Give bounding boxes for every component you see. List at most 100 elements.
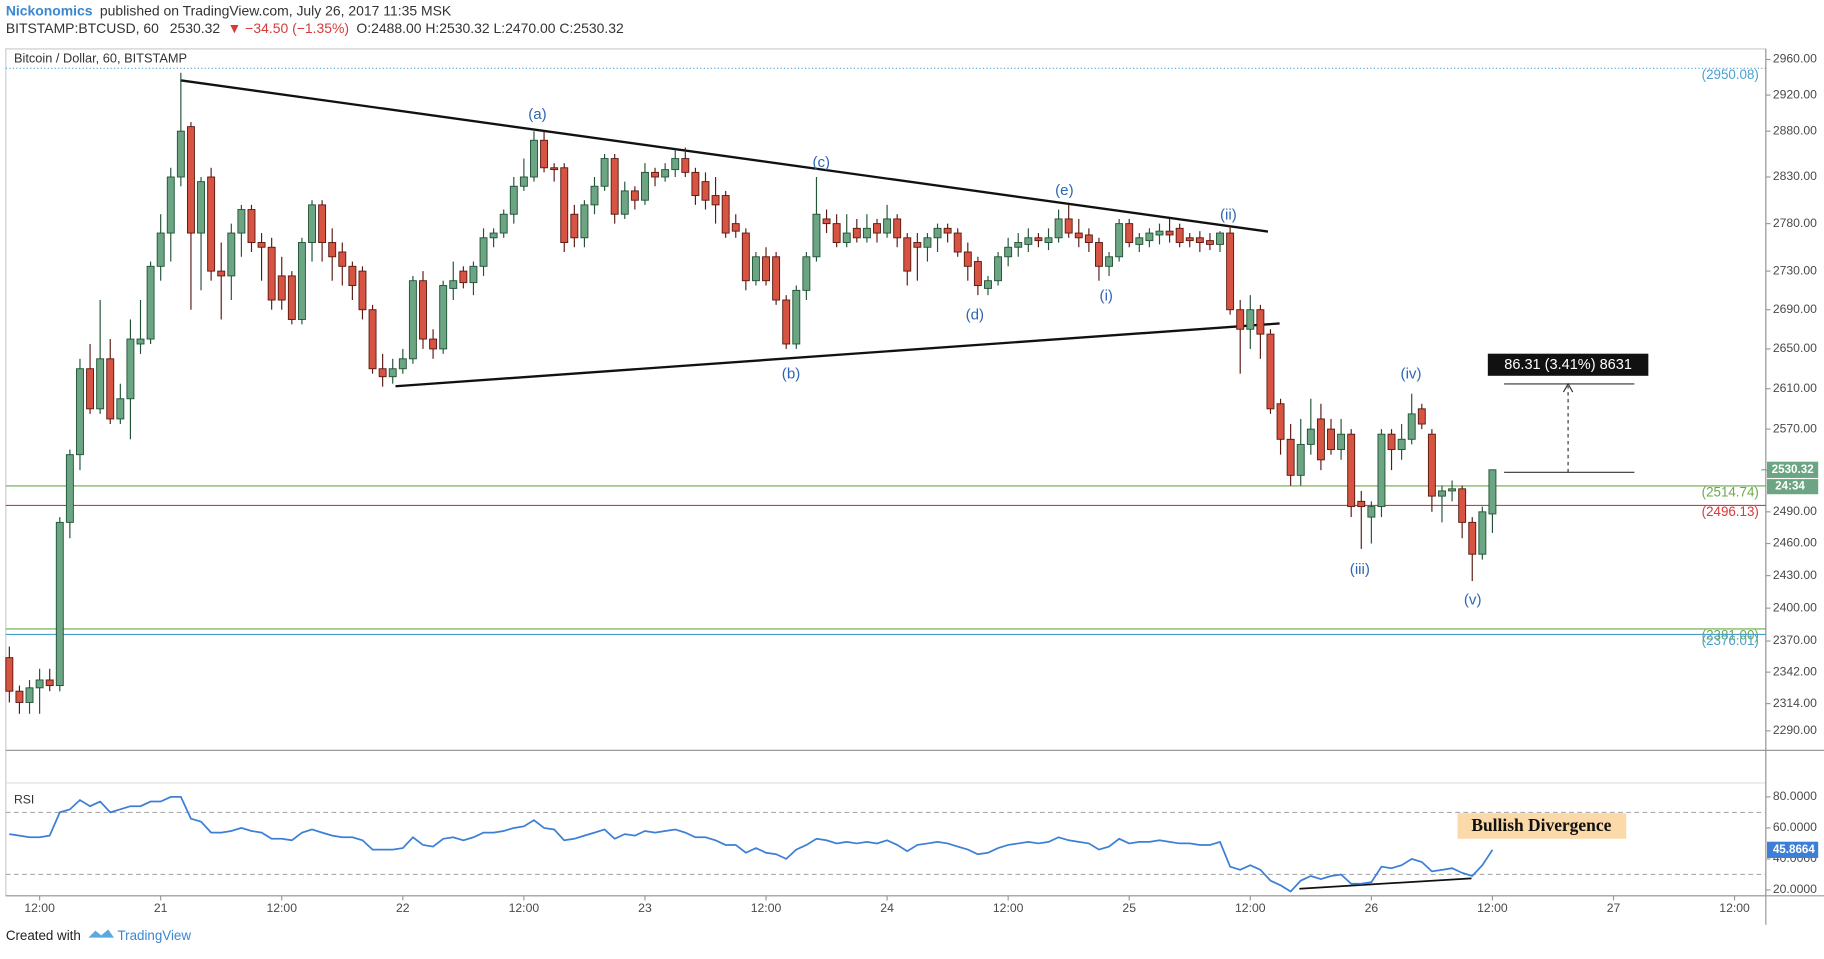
x-tick-label: 26 bbox=[1365, 901, 1379, 915]
candle-body bbox=[1256, 309, 1265, 335]
y-tick-label: 2830.00 bbox=[1773, 169, 1817, 183]
trendline[interactable] bbox=[180, 79, 1269, 233]
candle-body bbox=[1468, 521, 1477, 555]
candle-body bbox=[1397, 438, 1406, 451]
candle-body bbox=[630, 190, 639, 201]
candle-body bbox=[782, 299, 791, 345]
candle-body bbox=[1478, 511, 1487, 555]
y-tick-label: 2400.00 bbox=[1773, 600, 1817, 614]
x-tick-label: 25 bbox=[1122, 901, 1136, 915]
candle-body bbox=[5, 657, 14, 692]
y-tick-label: 2730.00 bbox=[1773, 263, 1817, 277]
x-tick-label: 12:00 bbox=[993, 901, 1024, 915]
wave-label: (e) bbox=[1055, 182, 1073, 199]
candle-body bbox=[721, 195, 730, 234]
candle-body bbox=[1306, 428, 1315, 445]
last-price-box bbox=[1767, 461, 1819, 478]
candle-body bbox=[1226, 232, 1235, 311]
candle-body bbox=[802, 256, 811, 291]
price-level-label: (2514.74) bbox=[1702, 484, 1759, 499]
candle-body bbox=[1327, 428, 1335, 451]
x-tick-label: 12:00 bbox=[266, 901, 297, 915]
candle-body bbox=[1195, 237, 1204, 243]
x-tick-label: 12:00 bbox=[509, 901, 540, 915]
candle-body bbox=[772, 256, 781, 301]
candle-body bbox=[1034, 237, 1043, 242]
price-level-label: (2950.08) bbox=[1702, 67, 1759, 82]
candle-body bbox=[1266, 333, 1275, 410]
candle-body bbox=[217, 270, 226, 277]
x-tick-label: 12:00 bbox=[751, 901, 782, 915]
rsi-value-label: 45.8664 bbox=[1773, 843, 1816, 856]
candle-body bbox=[227, 232, 236, 277]
y-tick-label: 2290.00 bbox=[1773, 723, 1817, 737]
candle-body bbox=[479, 237, 488, 267]
candle-body bbox=[1438, 490, 1446, 497]
candle-body bbox=[1357, 500, 1366, 508]
candle-body bbox=[176, 130, 185, 178]
y-tick-label: 2570.00 bbox=[1773, 421, 1817, 435]
candle-body bbox=[429, 338, 438, 350]
candle-body bbox=[651, 171, 659, 178]
footer-brand[interactable]: TradingView bbox=[117, 928, 191, 943]
candle-body bbox=[1155, 230, 1164, 236]
candle-body bbox=[1427, 433, 1436, 497]
trendline[interactable] bbox=[395, 322, 1280, 388]
candle-body bbox=[1458, 488, 1467, 523]
candle-body bbox=[963, 251, 972, 267]
x-tick-label: 12:00 bbox=[1477, 901, 1508, 915]
candle-body bbox=[842, 232, 851, 243]
candle-body bbox=[822, 218, 831, 225]
x-tick-label: 21 bbox=[154, 901, 168, 915]
candle-body bbox=[45, 679, 54, 687]
candle-body bbox=[973, 261, 982, 286]
candle-body bbox=[207, 176, 216, 272]
candle-body bbox=[267, 246, 276, 301]
y-tick-label: 2430.00 bbox=[1773, 568, 1817, 582]
y-tick-label: 2960.00 bbox=[1773, 52, 1817, 66]
candle-body bbox=[1417, 408, 1426, 425]
candle-body bbox=[600, 158, 609, 187]
y-tick-label: 60.0000 bbox=[1773, 820, 1817, 834]
x-tick-label: 24 bbox=[880, 901, 894, 915]
wave-label: (iv) bbox=[1401, 366, 1422, 383]
candle-body bbox=[731, 223, 740, 232]
candle-body bbox=[247, 209, 256, 243]
candle-body bbox=[287, 275, 296, 320]
divergence-line[interactable] bbox=[1299, 877, 1472, 890]
measure-arrow-head bbox=[1562, 382, 1574, 393]
candle-body bbox=[620, 190, 629, 215]
candle-body bbox=[1448, 488, 1457, 492]
candle-body bbox=[570, 213, 579, 239]
measure-box bbox=[1487, 353, 1649, 376]
candle-body bbox=[953, 232, 962, 253]
candle-body bbox=[671, 158, 680, 171]
candle-body bbox=[1216, 232, 1224, 245]
wave-label: (c) bbox=[812, 154, 830, 171]
candle-body bbox=[1004, 246, 1013, 258]
candle-body bbox=[1095, 242, 1103, 267]
footer-created: Created with bbox=[6, 928, 81, 943]
candle-body bbox=[681, 158, 690, 173]
header-line: Nickonomics published on TradingView.com… bbox=[6, 2, 452, 18]
candle-body bbox=[1044, 237, 1053, 243]
y-tick-label: 2920.00 bbox=[1773, 87, 1817, 101]
candle-body bbox=[1024, 237, 1033, 245]
candle-body bbox=[852, 227, 861, 239]
candle-body bbox=[711, 195, 720, 206]
candle-body bbox=[1054, 218, 1063, 239]
y-tick-label: 2690.00 bbox=[1773, 302, 1817, 316]
candle-body bbox=[1064, 218, 1073, 234]
candle-body bbox=[328, 242, 337, 258]
author[interactable]: Nickonomics bbox=[6, 2, 93, 18]
y-tick-label: 2490.00 bbox=[1773, 504, 1817, 518]
candle-body bbox=[398, 358, 407, 370]
candle-body bbox=[1407, 413, 1416, 440]
candle-body bbox=[308, 204, 316, 243]
candle-body bbox=[277, 275, 286, 301]
candle-body bbox=[1387, 433, 1396, 451]
annotation-box bbox=[1457, 813, 1627, 839]
candle-body bbox=[348, 265, 357, 286]
x-tick-label: 22 bbox=[396, 901, 410, 915]
candle-body bbox=[197, 181, 205, 234]
